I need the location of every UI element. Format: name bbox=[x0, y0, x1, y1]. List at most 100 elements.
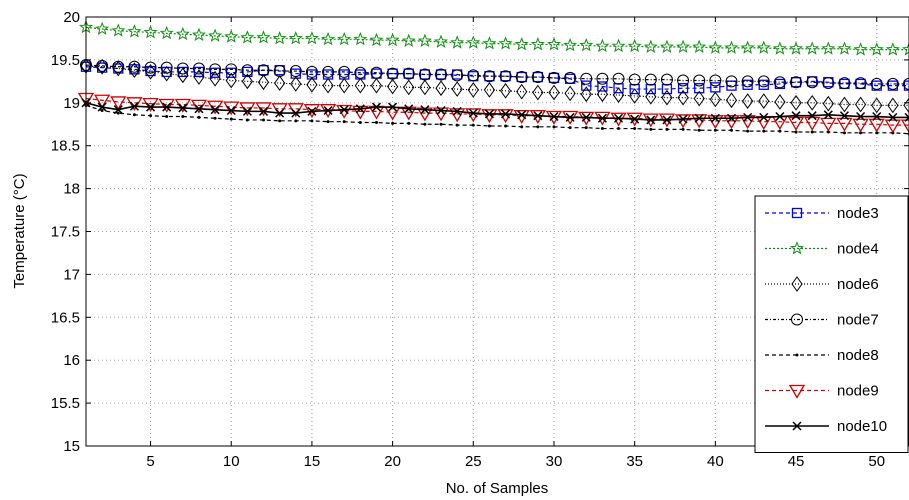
data-point-node4 bbox=[369, 32, 384, 47]
data-point-node6 bbox=[419, 79, 431, 96]
data-point-node3 bbox=[694, 83, 705, 94]
data-point-node6 bbox=[467, 82, 479, 98]
y-tick-label: 19 bbox=[63, 95, 80, 112]
data-point-node6 bbox=[564, 85, 576, 102]
data-point-node4 bbox=[627, 38, 642, 53]
legend-marker bbox=[788, 384, 806, 399]
data-point-node9 bbox=[836, 117, 853, 132]
data-point-node3 bbox=[629, 83, 640, 95]
data-point-node4 bbox=[514, 37, 529, 51]
data-point-node10 bbox=[371, 102, 382, 112]
data-point-node8 bbox=[826, 130, 830, 134]
data-point-node6 bbox=[112, 60, 124, 77]
data-point-node7 bbox=[790, 76, 803, 89]
data-point-node7 bbox=[370, 66, 383, 79]
legend-box bbox=[754, 195, 909, 453]
data-point-node8 bbox=[116, 111, 120, 115]
data-point-node6 bbox=[451, 81, 463, 97]
data-point-node6 bbox=[774, 94, 786, 110]
data-point-node7 bbox=[612, 72, 625, 85]
data-point-node10 bbox=[194, 104, 204, 114]
data-point-node6 bbox=[871, 97, 883, 114]
data-point-node6 bbox=[629, 88, 641, 104]
data-point-node9 bbox=[110, 96, 127, 111]
data-point-node10 bbox=[420, 105, 430, 115]
data-point-node7 bbox=[322, 65, 335, 78]
data-point-node8 bbox=[358, 121, 362, 125]
data-point-node6 bbox=[580, 86, 592, 103]
data-point-node7 bbox=[822, 77, 835, 90]
data-point-node10 bbox=[839, 111, 849, 121]
data-point-node10 bbox=[242, 106, 252, 116]
data-point-node6 bbox=[709, 91, 721, 108]
data-point-node6 bbox=[516, 83, 528, 100]
data-point-node6 bbox=[693, 90, 705, 107]
data-point-node4 bbox=[498, 36, 513, 50]
data-point-node10 bbox=[146, 102, 156, 112]
legend-item-node6: node6 bbox=[765, 276, 879, 293]
data-point-node7 bbox=[467, 69, 480, 82]
data-point-node4 bbox=[885, 42, 900, 56]
y-tick-label: 16 bbox=[63, 352, 80, 369]
data-point-node7 bbox=[483, 70, 496, 83]
data-point-node8 bbox=[262, 118, 266, 122]
data-point-node10 bbox=[323, 105, 333, 116]
x-tick-label: 20 bbox=[384, 453, 401, 470]
data-point-node8 bbox=[810, 130, 814, 134]
data-point-node8 bbox=[665, 127, 669, 131]
data-point-node7 bbox=[144, 61, 157, 74]
data-point-node8 bbox=[213, 116, 217, 120]
data-point-node6 bbox=[725, 92, 738, 109]
series-line-node9 bbox=[85, 97, 909, 126]
data-point-node7 bbox=[402, 67, 415, 80]
data-point-node8 bbox=[132, 113, 136, 117]
data-point-node3 bbox=[403, 68, 414, 79]
data-point-node7 bbox=[418, 68, 431, 81]
series-line-node10 bbox=[85, 102, 909, 121]
data-point-node4 bbox=[450, 35, 465, 49]
data-point-node9 bbox=[513, 110, 530, 124]
data-point-node9 bbox=[545, 110, 563, 125]
data-point-node6 bbox=[483, 82, 496, 98]
data-point-node7 bbox=[257, 64, 270, 77]
data-point-node10 bbox=[210, 105, 220, 115]
data-point-node7 bbox=[338, 65, 351, 78]
data-point-node4 bbox=[256, 30, 271, 44]
data-point-node4 bbox=[853, 42, 868, 56]
data-point-node9 bbox=[126, 97, 143, 112]
data-point-node4 bbox=[676, 39, 691, 53]
data-point-node6 bbox=[386, 78, 399, 95]
data-point-node8 bbox=[875, 131, 879, 135]
data-point-node8 bbox=[487, 124, 491, 128]
data-point-node10 bbox=[501, 109, 511, 119]
data-point-node3 bbox=[613, 83, 624, 94]
data-point-node8 bbox=[326, 120, 330, 124]
data-point-node9 bbox=[868, 118, 885, 133]
x-tick-label: 35 bbox=[626, 453, 643, 470]
y-tick-label: 17 bbox=[63, 266, 80, 283]
y-tick-label: 18.5 bbox=[51, 138, 80, 155]
data-point-node4 bbox=[175, 26, 190, 41]
data-point-node8 bbox=[552, 125, 556, 129]
data-point-node10 bbox=[630, 114, 640, 124]
data-point-node4 bbox=[724, 40, 739, 54]
x-tick-label: 40 bbox=[707, 453, 724, 470]
data-point-node4 bbox=[434, 34, 449, 48]
data-point-node4 bbox=[611, 38, 626, 53]
data-point-node6 bbox=[370, 77, 383, 94]
legend-marker bbox=[795, 353, 799, 357]
data-point-node10 bbox=[807, 111, 817, 121]
legend-item-node10: node10 bbox=[765, 418, 887, 435]
data-point-node6 bbox=[128, 62, 141, 79]
data-point-node4 bbox=[304, 31, 319, 45]
data-point-node7 bbox=[725, 75, 738, 88]
data-point-node7 bbox=[580, 72, 593, 85]
data-point-node6 bbox=[548, 84, 560, 101]
data-point-node6 bbox=[322, 77, 334, 94]
data-point-node9 bbox=[820, 117, 837, 132]
series-line-node8 bbox=[85, 104, 909, 135]
data-point-node6 bbox=[887, 97, 899, 114]
data-point-node8 bbox=[407, 121, 411, 125]
data-point-node4 bbox=[159, 25, 174, 40]
data-point-node8 bbox=[342, 120, 346, 124]
